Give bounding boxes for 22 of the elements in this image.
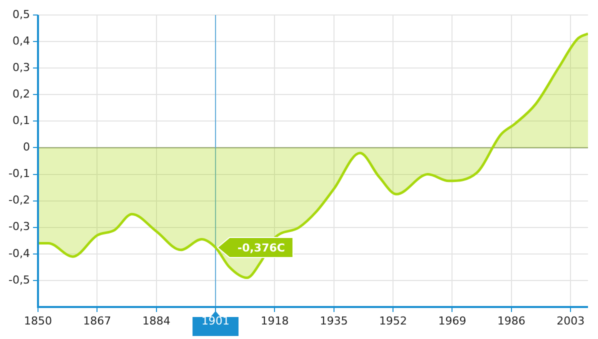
y-tick-label: -0,1 [8,167,30,180]
x-tick-label: 1986 [497,314,526,328]
y-tick-label: -0,4 [8,246,30,260]
x-tick-label: 1884 [142,314,170,328]
x-tick-label: 1969 [438,314,466,328]
y-tick-label: 0 [23,140,30,154]
x-tick-label: 1867 [83,314,112,328]
y-tick-label: 0,1 [12,114,30,128]
x-tick-label: 1850 [24,314,52,328]
x-tick-label: 2003 [556,314,585,328]
x-tick-label: 1952 [379,314,408,328]
y-tick-label: 0,4 [12,34,30,48]
y-tick-label: -0,2 [8,194,30,207]
x-tick-label: 1901 [202,314,230,328]
y-tick-label: 0,3 [12,60,30,74]
y-tick-label: -0,3 [8,220,30,234]
annotation: -0,376C [238,241,285,254]
x-tick-label: 1918 [260,314,289,328]
y-tick-label: 0,5 [12,8,30,21]
x-tick-label: 1935 [320,314,348,328]
y-tick-label: -0,5 [8,273,30,286]
y-tick-label: 0,2 [12,87,30,100]
